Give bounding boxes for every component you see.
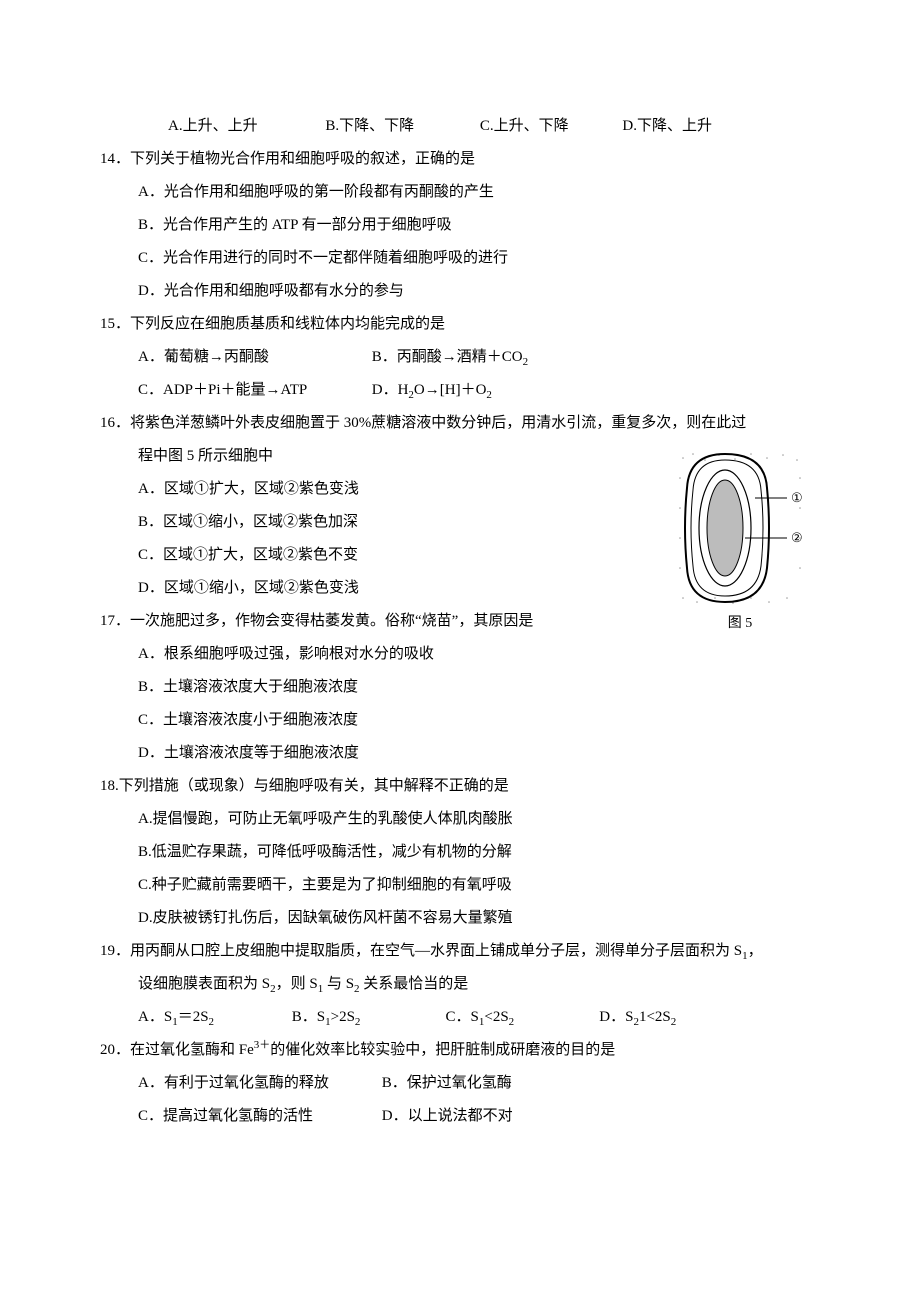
q13-opt-c: C.上升、下降 bbox=[480, 110, 569, 143]
q19-stem-line1: 19．用丙酮从口腔上皮细胞中提取脂质，在空气—水界面上铺成单分子层，测得单分子层… bbox=[100, 935, 820, 968]
q15-opt-a: A．葡萄糖→丙酮酸 bbox=[138, 341, 368, 374]
q17-opt-a: A．根系细胞呼吸过强，影响根对水分的吸收 bbox=[100, 638, 820, 671]
q20-opt-b: B．保护过氧化氢酶 bbox=[382, 1067, 512, 1100]
figure-5-label-2: ② bbox=[791, 530, 803, 545]
q15-opt-c: C．ADP＋Pi＋能量→ATP bbox=[138, 374, 368, 407]
vacuole bbox=[707, 480, 743, 576]
q20-opt-a: A．有利于过氧化氢酶的释放 bbox=[138, 1067, 378, 1100]
q13-opt-a: A.上升、上升 bbox=[168, 110, 258, 143]
q19-opt-a: A．S1＝2S2 bbox=[138, 1001, 288, 1034]
q15-stem: 15．下列反应在细胞质基质和线粒体内均能完成的是 bbox=[100, 308, 820, 341]
figure-5: ① ② 图 5 bbox=[660, 448, 820, 634]
q19-opts: A．S1＝2S2 B．S1>2S2 C．S1<2S2 D．S21<2S2 bbox=[100, 1001, 820, 1034]
q13-opt-b: B.下降、下降 bbox=[325, 110, 414, 143]
q14-opt-b: B．光合作用产生的 ATP 有一部分用于细胞呼吸 bbox=[100, 209, 820, 242]
q15-row2: C．ADP＋Pi＋能量→ATP D．H2O→[H]＋O2 bbox=[100, 374, 820, 407]
q18-opt-c: C.种子贮藏前需要晒干，主要是为了抑制细胞的有氧呼吸 bbox=[100, 869, 820, 902]
q20-stem: 20．在过氧化氢酶和 Fe3＋的催化效率比较实验中，把肝脏制成研磨液的目的是 bbox=[100, 1034, 820, 1067]
q14-opt-d: D．光合作用和细胞呼吸都有水分的参与 bbox=[100, 275, 820, 308]
q15-row1: A．葡萄糖→丙酮酸 B．丙酮酸→酒精＋CO2 bbox=[100, 341, 820, 374]
q20-row1: A．有利于过氧化氢酶的释放 B．保护过氧化氢酶 bbox=[100, 1067, 820, 1100]
q18-stem: 18.下列措施（或现象）与细胞呼吸有关，其中解释不正确的是 bbox=[100, 770, 820, 803]
figure-5-svg: ① ② bbox=[675, 448, 805, 608]
q13-opt-d: D.下降、上升 bbox=[622, 110, 712, 143]
q19-opt-d: D．S21<2S2 bbox=[599, 1001, 676, 1034]
q19-stem-line2: 设细胞膜表面积为 S2，则 S1 与 S2 关系最恰当的是 bbox=[100, 968, 820, 1001]
q13-options: A.上升、上升 B.下降、下降 C.上升、下降 D.下降、上升 bbox=[100, 110, 820, 143]
q15-opt-b: B．丙酮酸→酒精＋CO2 bbox=[372, 341, 528, 374]
q14-stem: 14．下列关于植物光合作用和细胞呼吸的叙述，正确的是 bbox=[100, 143, 820, 176]
q18-opt-a: A.提倡慢跑，可防止无氧呼吸产生的乳酸使人体肌肉酸胀 bbox=[100, 803, 820, 836]
q16-stem-line1: 16．将紫色洋葱鳞叶外表皮细胞置于 30%蔗糖溶液中数分钟后，用清水引流，重复多… bbox=[100, 407, 820, 440]
q18-opt-d: D.皮肤被锈钉扎伤后，因缺氧破伤风杆菌不容易大量繁殖 bbox=[100, 902, 820, 935]
figure-5-caption: 图 5 bbox=[660, 614, 820, 634]
q20-opt-c: C．提高过氧化氢酶的活性 bbox=[138, 1100, 378, 1133]
q15-opt-d: D．H2O→[H]＋O2 bbox=[372, 374, 492, 407]
q19-opt-b: B．S1>2S2 bbox=[292, 1001, 442, 1034]
q20-row2: C．提高过氧化氢酶的活性 D．以上说法都不对 bbox=[100, 1100, 820, 1133]
figure-5-label-1: ① bbox=[791, 490, 803, 505]
q20-opt-d: D．以上说法都不对 bbox=[382, 1100, 513, 1133]
q17-opt-b: B．土壤溶液浓度大于细胞液浓度 bbox=[100, 671, 820, 704]
q14-opt-c: C．光合作用进行的同时不一定都伴随着细胞呼吸的进行 bbox=[100, 242, 820, 275]
q18-opt-b: B.低温贮存果蔬，可降低呼吸酶活性，减少有机物的分解 bbox=[100, 836, 820, 869]
q17-opt-c: C．土壤溶液浓度小于细胞液浓度 bbox=[100, 704, 820, 737]
q19-opt-c: C．S1<2S2 bbox=[446, 1001, 596, 1034]
q14-opt-a: A．光合作用和细胞呼吸的第一阶段都有丙酮酸的产生 bbox=[100, 176, 820, 209]
q17-opt-d: D．土壤溶液浓度等于细胞液浓度 bbox=[100, 737, 820, 770]
